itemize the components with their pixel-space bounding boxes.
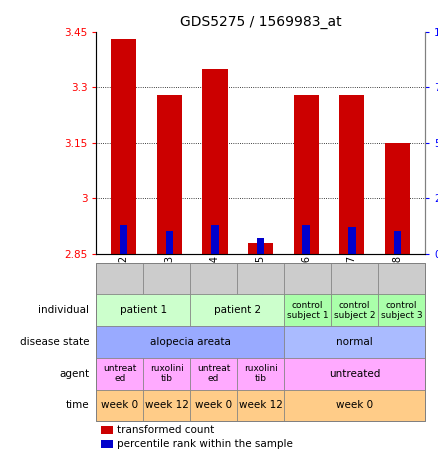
Bar — [211, 225, 219, 254]
Text: week 12: week 12 — [145, 400, 189, 410]
Text: untreat
ed: untreat ed — [103, 364, 137, 383]
Bar — [190, 263, 237, 294]
Text: agent: agent — [59, 369, 89, 379]
Bar — [378, 263, 425, 294]
Bar — [237, 263, 284, 294]
Bar — [101, 440, 113, 448]
Bar — [190, 294, 284, 326]
Text: transformed count: transformed count — [117, 425, 215, 435]
Bar — [143, 358, 190, 390]
Bar — [284, 390, 425, 421]
Bar — [143, 390, 190, 421]
Bar — [96, 294, 190, 326]
Text: percentile rank within the sample: percentile rank within the sample — [117, 439, 293, 449]
Text: week 0: week 0 — [101, 400, 138, 410]
Text: alopecia areata: alopecia areata — [150, 337, 231, 347]
Bar — [257, 238, 265, 254]
Text: patient 2: patient 2 — [214, 305, 261, 315]
Bar — [166, 231, 173, 254]
Bar — [284, 294, 331, 326]
Text: ruxolini
tib: ruxolini tib — [244, 364, 278, 383]
Text: untreat
ed: untreat ed — [197, 364, 230, 383]
Bar — [385, 143, 410, 254]
Text: normal: normal — [336, 337, 373, 347]
Text: control
subject 1: control subject 1 — [287, 301, 328, 320]
Text: patient 1: patient 1 — [120, 305, 167, 315]
Text: control
subject 2: control subject 2 — [334, 301, 375, 320]
Title: GDS5275 / 1569983_at: GDS5275 / 1569983_at — [180, 15, 342, 29]
Bar — [190, 358, 237, 390]
Bar — [331, 294, 378, 326]
Bar — [237, 358, 284, 390]
Bar — [248, 243, 273, 254]
Bar — [96, 390, 143, 421]
Text: control
subject 3: control subject 3 — [381, 301, 422, 320]
Bar — [284, 326, 425, 358]
Bar — [394, 231, 401, 254]
Bar — [96, 263, 143, 294]
Bar — [331, 263, 378, 294]
Text: individual: individual — [38, 305, 89, 315]
Bar — [157, 95, 182, 254]
Bar — [96, 326, 284, 358]
Bar — [303, 225, 310, 254]
Bar — [378, 294, 425, 326]
Bar — [339, 95, 364, 254]
Text: disease state: disease state — [20, 337, 89, 347]
Bar — [101, 426, 113, 434]
Bar — [284, 263, 331, 294]
Text: untreated: untreated — [329, 369, 380, 379]
Bar — [143, 263, 190, 294]
Bar — [348, 227, 356, 254]
Text: ruxolini
tib: ruxolini tib — [150, 364, 184, 383]
Text: week 0: week 0 — [336, 400, 373, 410]
Bar — [111, 39, 136, 254]
Text: time: time — [66, 400, 89, 410]
Text: week 12: week 12 — [239, 400, 283, 410]
Bar — [284, 358, 425, 390]
Bar — [237, 390, 284, 421]
Text: week 0: week 0 — [195, 400, 232, 410]
Bar — [120, 225, 127, 254]
Bar — [190, 390, 237, 421]
Bar — [294, 95, 319, 254]
Bar — [96, 358, 143, 390]
Bar — [202, 69, 227, 254]
